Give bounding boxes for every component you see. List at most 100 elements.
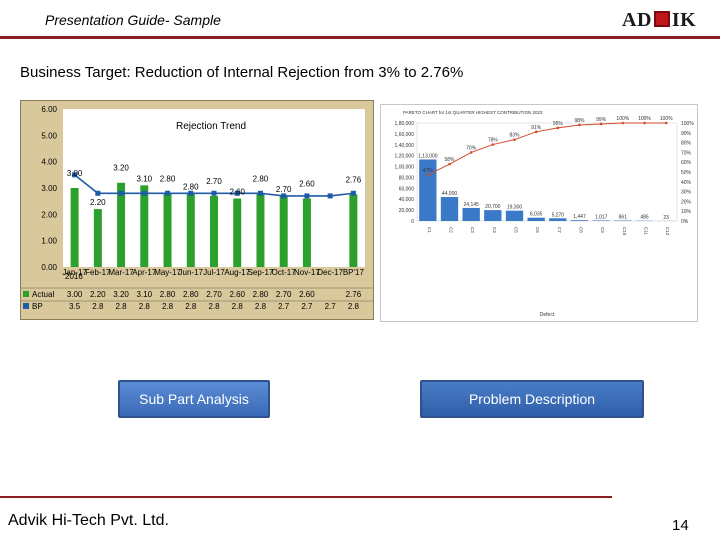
bp-marker [327, 193, 333, 199]
pareto-cumulative-label: 91% [531, 125, 542, 131]
pareto-bar-label: 861 [619, 215, 628, 221]
header-divider [0, 36, 720, 39]
pareto-y2-tick-label: 70% [681, 150, 692, 156]
table-cell: 2.8 [232, 302, 244, 311]
table-legend-key [23, 291, 29, 297]
y-tick-label: 3.00 [41, 184, 57, 193]
slide-subtitle: Business Target: Reduction of Internal R… [20, 64, 464, 81]
bar-data-label: 3.20 [113, 164, 129, 173]
bp-marker [234, 190, 240, 196]
pareto-y-tick-label: 60,000 [399, 186, 415, 192]
sub-part-analysis-button[interactable]: Sub Part Analysis [118, 380, 270, 418]
pareto-cumulative-point [491, 143, 495, 146]
x-tick-label: Jan-17 [62, 268, 87, 277]
footer-divider [0, 496, 612, 498]
pareto-cumulative-label: 98% [574, 118, 585, 124]
pareto-cumulative-label: 83% [509, 133, 520, 139]
bar-actual [256, 193, 265, 267]
x-tick-label: Oct-17 [272, 268, 297, 277]
pareto-cumulative-point [469, 151, 473, 154]
logo-text-right: IK [671, 9, 697, 31]
pareto-cumulative-label: 100% [660, 116, 673, 122]
table-cell: 2.8 [116, 302, 128, 311]
pareto-category-label: C7 [557, 227, 562, 233]
y-tick-label: 6.00 [41, 105, 57, 114]
pareto-bar-label: 1,13,000 [418, 153, 438, 159]
table-cell: 2.60 [229, 290, 245, 299]
pareto-category-label: C1 [427, 227, 432, 233]
bar-actual [140, 185, 149, 267]
bar-actual [117, 182, 126, 267]
bar-actual [70, 188, 79, 267]
pareto-y-tick-label: 0 [411, 219, 414, 225]
pareto-bar [484, 210, 502, 221]
footer-company: Advik Hi-Tech Pvt. Ltd. [8, 512, 169, 529]
pareto-bar-label: 5,270 [552, 212, 565, 218]
bp-marker [211, 190, 217, 196]
bar-data-label: 2.80 [160, 174, 176, 183]
table-cell: 2.60 [299, 290, 315, 299]
problem-description-button[interactable]: Problem Description [420, 380, 644, 418]
pareto-bar [527, 217, 545, 221]
pareto-cumulative-label: 99% [596, 117, 607, 123]
pareto-bar-label: 24,145 [464, 202, 480, 208]
table-cell: 2.8 [139, 302, 151, 311]
bar-actual [163, 193, 172, 267]
table-cell: 2.8 [208, 302, 220, 311]
pareto-cumulative-label: 95% [553, 121, 564, 127]
pareto-category-label: C5 [514, 227, 519, 233]
table-row-label: BP [32, 302, 43, 311]
bar-actual [233, 198, 242, 267]
pareto-bar-label: 6,035 [530, 212, 543, 218]
bp-marker [188, 190, 194, 196]
corner-label: 2016 [65, 272, 83, 281]
page-number: 14 [672, 517, 689, 534]
bar-actual [93, 209, 102, 267]
table-cell: 2.70 [206, 290, 222, 299]
pareto-cumulative-label: 47% [423, 168, 434, 174]
logo-square-icon [653, 11, 670, 27]
bp-marker [118, 190, 124, 196]
pareto-y2-tick-label: 60% [681, 160, 692, 166]
y-tick-label: 5.00 [41, 131, 57, 140]
bp-marker [95, 190, 101, 196]
pareto-cumulative-point [621, 121, 625, 125]
bar-data-label: 2.60 [299, 180, 315, 189]
pareto-y-tick-label: 1,20,000 [395, 154, 415, 160]
x-tick-label: Sep-17 [248, 268, 274, 277]
bp-marker [257, 190, 263, 196]
bar-actual [210, 195, 218, 267]
bar-actual [186, 193, 195, 267]
company-logo: AD IK [622, 9, 696, 32]
bar-data-label: 2.20 [90, 198, 106, 207]
table-cell: 3.10 [137, 290, 153, 299]
pareto-title: PARETO CHART for 1st QUARTER HIGHEST CON… [403, 110, 543, 115]
bp-marker [141, 190, 147, 196]
pareto-cumulative-point [426, 173, 430, 177]
bp-marker [281, 193, 287, 199]
pareto-y2-tick-label: 80% [681, 141, 692, 147]
pareto-category-label: C4 [492, 227, 497, 233]
bar-data-label: 2.70 [206, 177, 222, 186]
pareto-bar-label: 23 [663, 215, 669, 221]
pareto-bar-label: 486 [640, 215, 649, 221]
table-cell: 2.8 [348, 302, 360, 311]
table-row-label: Actual [32, 290, 54, 299]
table-cell: 2.70 [276, 290, 292, 299]
bp-marker [304, 193, 310, 199]
pareto-bar-label: 1,017 [595, 214, 608, 220]
pareto-cumulative-point [664, 121, 668, 125]
x-tick-label: Dec-17 [317, 268, 343, 277]
x-tick-label: Mar-17 [108, 268, 134, 277]
x-tick-label: Jul-17 [203, 268, 225, 277]
table-cell: 3.5 [69, 302, 81, 311]
bp-marker [350, 190, 356, 196]
x-tick-label: Nov-17 [294, 268, 320, 277]
y-tick-label: 2.00 [41, 210, 57, 219]
bar-data-label: 2.80 [183, 182, 199, 191]
y-tick-label: 1.00 [41, 237, 57, 246]
pareto-category-label: C2 [449, 227, 454, 233]
bar-data-label: 2.76 [346, 175, 362, 184]
pareto-category-label: C3 [470, 227, 475, 233]
bar-actual [349, 194, 358, 267]
